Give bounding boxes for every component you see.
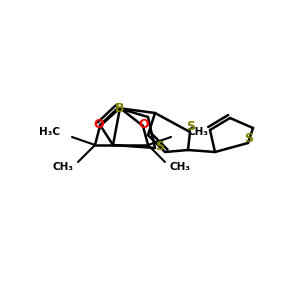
Text: CH₃: CH₃ — [169, 162, 190, 172]
Text: CH₃: CH₃ — [52, 162, 74, 172]
Text: S: S — [187, 121, 196, 134]
Text: S: S — [244, 133, 253, 146]
Text: CH₃: CH₃ — [187, 127, 208, 137]
Text: B: B — [115, 103, 125, 116]
Text: H₃C: H₃C — [39, 127, 60, 137]
Text: O: O — [94, 118, 104, 131]
Text: O: O — [139, 118, 149, 131]
Text: S: S — [155, 140, 164, 154]
